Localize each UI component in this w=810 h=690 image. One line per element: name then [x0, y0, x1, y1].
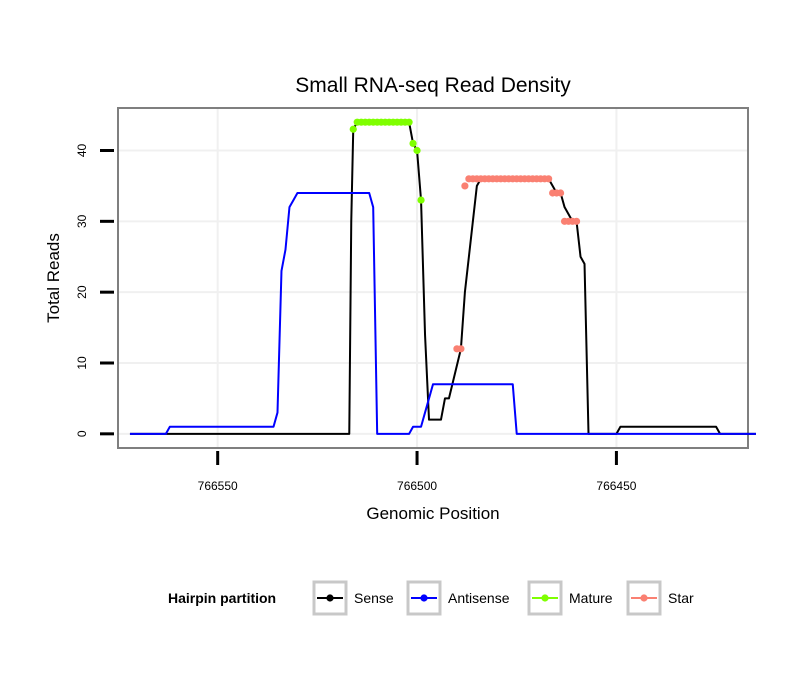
y-tick-label: 20 [75, 285, 89, 299]
star-point [457, 345, 465, 353]
y-tick-label: 30 [75, 214, 89, 228]
x-axis-label: Genomic Position [366, 504, 499, 523]
legend-label-mature: Mature [569, 590, 613, 606]
legend-point-star [640, 594, 648, 602]
legend-point-sense [326, 594, 334, 602]
mature-point [405, 118, 413, 126]
y-tick-label: 10 [75, 356, 89, 370]
legend: Hairpin partition Sense Antisense Mature St… [168, 580, 694, 616]
legend-point-antisense [420, 594, 428, 602]
star-point [545, 175, 553, 183]
star-point [556, 189, 565, 197]
legend-label-sense: Sense [354, 590, 394, 606]
x-tick-label: 766450 [596, 479, 636, 493]
plot-panel [117, 107, 749, 449]
x-tick-label: 766550 [198, 479, 238, 493]
y-tick-label: 40 [75, 144, 89, 158]
x-tick-label: 766500 [397, 479, 437, 493]
legend-point-mature [541, 594, 549, 602]
axes-layer: 0 10 20 30 40 766550 766500 766450 [75, 144, 637, 493]
legend-label-star: Star [668, 590, 694, 606]
mature-point [413, 146, 421, 155]
mature-point [417, 196, 425, 204]
chart-title: Small RNA-seq Read Density [295, 74, 571, 97]
star-point [461, 182, 469, 190]
star-point [572, 217, 581, 225]
mature-point [349, 125, 357, 133]
y-tick-label: 0 [75, 430, 89, 437]
legend-label-antisense: Antisense [448, 590, 510, 606]
antisense-line [129, 192, 756, 435]
mature-point [409, 139, 417, 148]
legend-title: Hairpin partition [168, 590, 276, 606]
y-axis-label: Total Reads [44, 233, 63, 323]
series-layer [129, 118, 756, 435]
